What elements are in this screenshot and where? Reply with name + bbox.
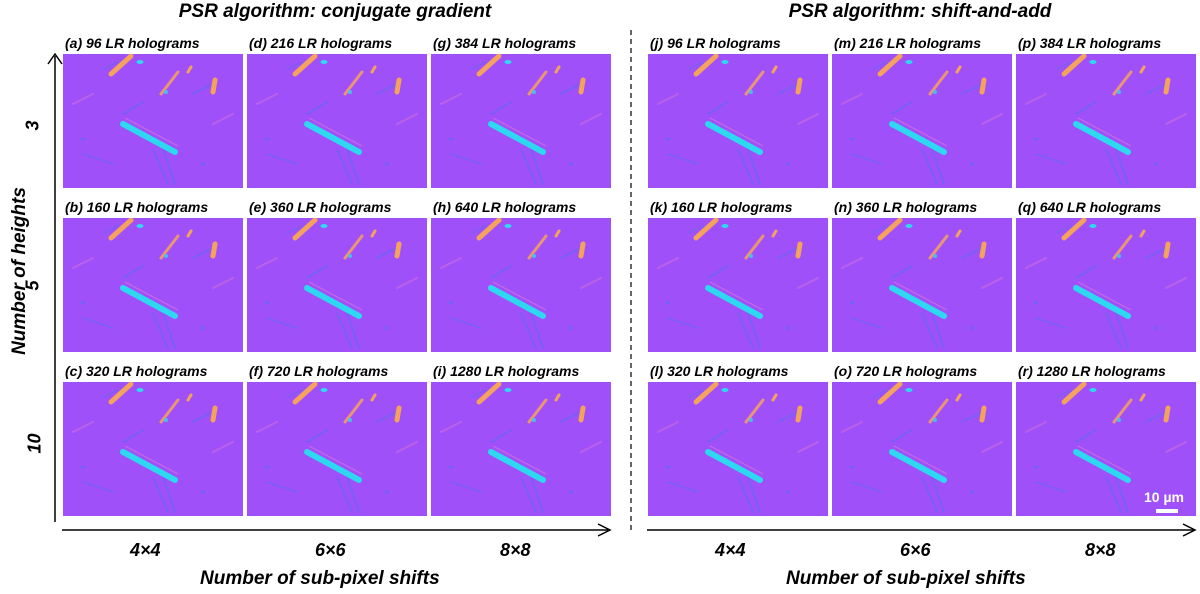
reconstruction-image (832, 382, 1012, 516)
reconstruction-image (247, 218, 427, 352)
right-x-tick-1: 4×4 (715, 540, 746, 560)
reconstruction-image (247, 382, 427, 516)
right-group-title: PSR algorithm: shift-and-add (788, 1, 1052, 22)
reconstruction-image (431, 54, 611, 188)
hologram-panel (247, 218, 427, 352)
panel-label: (g) 384 LR holograms (433, 35, 577, 51)
hologram-panel (431, 54, 611, 188)
panel-label: (p) 384 LR holograms (1018, 35, 1162, 51)
reconstruction-image (63, 218, 243, 352)
hologram-panel (63, 382, 243, 516)
reconstruction-image (1016, 382, 1196, 516)
reconstruction-image (1016, 218, 1196, 352)
hologram-panel (648, 54, 828, 188)
left-x-axis-arrow (62, 523, 612, 537)
scale-bar-line (1156, 509, 1178, 513)
hologram-panel (1016, 54, 1196, 188)
panel-label: (q) 640 LR holograms (1018, 199, 1162, 215)
scale-bar-label: 10 µm (1144, 489, 1184, 505)
group-separator (630, 30, 632, 530)
hologram-panel (832, 218, 1012, 352)
reconstruction-image (832, 54, 1012, 188)
reconstruction-image (648, 54, 828, 188)
right-x-tick-3: 8×8 (1085, 540, 1116, 560)
hologram-panel (431, 382, 611, 516)
hologram-panel (431, 218, 611, 352)
right-x-tick-2: 6×6 (900, 540, 931, 560)
panel-label: (o) 720 LR holograms (834, 363, 978, 379)
reconstruction-image (431, 382, 611, 516)
left-group-title: PSR algorithm: conjugate gradient (178, 1, 492, 22)
hologram-panel (63, 54, 243, 188)
panel-label: (c) 320 LR holograms (65, 363, 208, 379)
panel-label: (j) 96 LR holograms (650, 35, 781, 51)
hologram-panel (247, 54, 427, 188)
panel-label: (i) 1280 LR holograms (433, 363, 580, 379)
reconstruction-image (431, 218, 611, 352)
panel-label: (r) 1280 LR holograms (1018, 363, 1166, 379)
hologram-panel (832, 382, 1012, 516)
panel-label: (l) 320 LR holograms (650, 363, 789, 379)
right-x-axis-arrow (647, 523, 1197, 537)
y-tick-3: 3 (22, 120, 43, 131)
left-x-tick-1: 4×4 (130, 540, 161, 560)
panel-label: (n) 360 LR holograms (834, 199, 978, 215)
y-tick-10: 10 (24, 433, 45, 454)
panel-label: (b) 160 LR holograms (65, 199, 209, 215)
reconstruction-image (648, 218, 828, 352)
panel-label: (m) 216 LR holograms (834, 35, 982, 51)
reconstruction-image (1016, 54, 1196, 188)
hologram-panel (247, 382, 427, 516)
hologram-panel (63, 218, 243, 352)
panel-label: (h) 640 LR holograms (433, 199, 577, 215)
left-x-axis-title: Number of sub-pixel shifts (200, 568, 440, 589)
y-axis-arrow (47, 52, 63, 522)
panel-label: (a) 96 LR holograms (65, 35, 200, 51)
hologram-panel (832, 54, 1012, 188)
reconstruction-image (247, 54, 427, 188)
reconstruction-image (648, 382, 828, 516)
right-x-axis-title: Number of sub-pixel shifts (786, 568, 1026, 589)
hologram-panel (1016, 382, 1196, 516)
y-axis-title: Number of heights (9, 187, 30, 355)
panel-label: (d) 216 LR holograms (249, 35, 393, 51)
reconstruction-image (63, 54, 243, 188)
reconstruction-image (832, 218, 1012, 352)
y-tick-5: 5 (22, 280, 43, 291)
panel-label: (e) 360 LR holograms (249, 199, 392, 215)
panel-label: (k) 160 LR holograms (650, 199, 793, 215)
reconstruction-image (63, 382, 243, 516)
hologram-panel (1016, 218, 1196, 352)
hologram-panel (648, 382, 828, 516)
panel-label: (f) 720 LR holograms (249, 363, 389, 379)
hologram-panel (648, 218, 828, 352)
left-x-tick-2: 6×6 (315, 540, 346, 560)
left-x-tick-3: 8×8 (500, 540, 531, 560)
